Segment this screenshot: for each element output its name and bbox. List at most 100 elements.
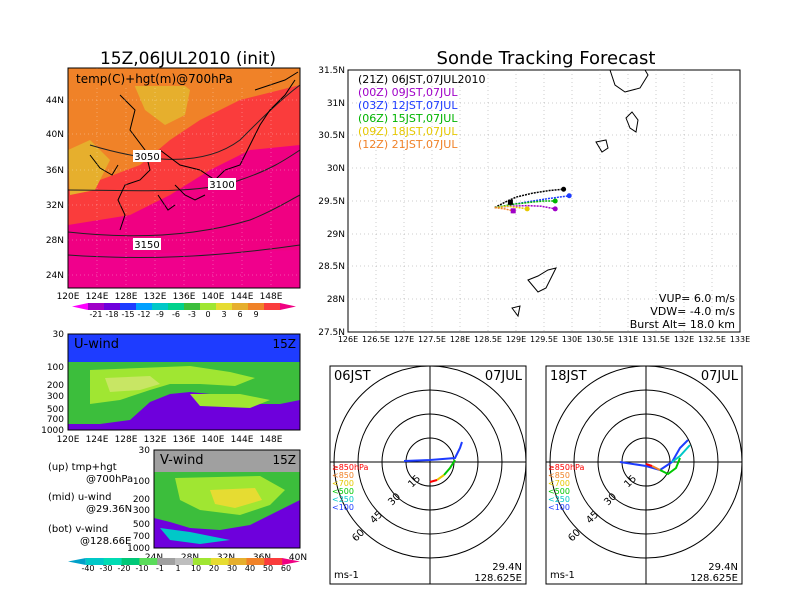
lon-tick: 120E [57, 292, 80, 302]
track-endpoint [552, 206, 558, 212]
lat-tick: 40N [46, 130, 64, 140]
track-line [494, 200, 556, 209]
note-line: (mid) u-wind [48, 492, 111, 503]
colorbar-tick: 3 [221, 310, 226, 319]
pressure-tick: 100 [47, 363, 64, 373]
pressure-legend-entry: <850 [332, 471, 354, 480]
hodograph-lat: 29.4N [708, 562, 738, 573]
u-wind-time: 15Z [273, 337, 297, 351]
colorbar-tick: 50 [263, 564, 273, 573]
lon-tick: 128E [115, 292, 138, 302]
lon-tick: 130E [562, 335, 582, 344]
lon-tick: 140E [202, 435, 225, 445]
pressure-legend-entry: <700 [332, 479, 354, 488]
colorbar-swatch [168, 303, 185, 310]
contour-label-3150: 3150 [134, 240, 159, 251]
lat-tick: 27.5N [318, 328, 345, 338]
track-legend: (21Z) 06JST,07JUL2010 (00Z) 09JST,07JUL … [358, 73, 485, 151]
temperature-colorbar [72, 303, 296, 310]
hodograph-unit: ms-1 [334, 570, 359, 581]
colorbar-tick: 0 [205, 310, 210, 319]
lon-tick: 120E [57, 435, 80, 445]
legend-entry: (09Z) 18JST,07JUL [358, 125, 458, 138]
lon-tick: 132E [144, 435, 167, 445]
legend-entry: (21Z) 06JST,07JUL2010 [358, 73, 485, 86]
colorbar-tick: -10 [135, 564, 148, 573]
track-endpoint [552, 198, 558, 204]
hodograph-date: 07JUL [485, 369, 523, 384]
pressure-tick: 200 [133, 495, 150, 505]
colorbar-swatch [248, 303, 265, 310]
track-series [494, 186, 572, 214]
track-line [494, 205, 528, 210]
v-wind-pressure-axis: 30 100 200 300 500 700 1000 [127, 446, 150, 554]
pressure-tick: 1000 [41, 426, 64, 436]
colorbar-swatch [175, 558, 194, 565]
colorbar-tick: 9 [253, 310, 258, 319]
pressure-legend-entry: ≥850hPa [548, 463, 585, 472]
lat-tick: 44N [46, 96, 64, 106]
contour-label-3050: 3050 [134, 152, 159, 163]
lon-tick: 132E [674, 335, 694, 344]
lat-tick: 29.5N [318, 197, 345, 207]
colorbar-tick: -20 [117, 564, 130, 573]
lon-tick: 140E [202, 292, 225, 302]
pressure-tick: 500 [47, 405, 64, 415]
pressure-legend: ≥850hPa <850 <700 <500 <250 <100 [332, 463, 369, 512]
lat-tick: 30N [327, 164, 345, 174]
colorbar-swatch [216, 303, 233, 310]
pressure-tick: 100 [133, 477, 150, 487]
hodograph-time: 18JST [550, 369, 587, 384]
colorbar-swatch [121, 558, 140, 565]
hodograph-18jst: 18JST 07JUL 15 30 45 60 ≥850hPa <850 <70… [545, 365, 743, 585]
temperature-map: temp(C)+hgt(m)@700hPa 3050 3100 3150 [67, 67, 301, 289]
legend-entry: (12Z) 21JST,07JUL [358, 138, 458, 151]
launch-marker [510, 208, 516, 214]
colorbar-tick: -15 [121, 310, 134, 319]
hodograph-lon: 128.625E [474, 573, 522, 584]
hodograph-lat: 29.4N [492, 562, 522, 573]
colorbar-tick: -3 [188, 310, 196, 319]
colorbar-swatch [232, 303, 249, 310]
track-endpoint [561, 186, 567, 192]
wind-colorbar-labels: -40 -30 -20 -10 -1 1 10 20 30 40 50 60 [81, 564, 291, 573]
track-lon-axis: 126E 126.5E 127E 127.5E 128E 128.5E 129E… [338, 335, 750, 344]
colorbar-tick: -9 [156, 310, 164, 319]
lon-tick: 127.5E [418, 335, 446, 344]
colorbar-swatch [192, 558, 212, 565]
lat-tick: 36N [46, 166, 64, 176]
colorbar-swatch [200, 303, 217, 310]
map-label: temp(C)+hgt(m)@700hPa [76, 72, 233, 86]
lon-tick: 126.5E [362, 335, 390, 344]
panel-notes: (up) tmp+hgt @700hPa (mid) u-wind @29.36… [48, 462, 133, 547]
u-wind-pressure-axis: 30 100 200 300 500 700 1000 [41, 330, 64, 436]
colorbar-swatch [210, 558, 229, 565]
colorbar-swatch [228, 558, 247, 565]
pressure-tick: 300 [133, 506, 150, 516]
wind-colorbar [68, 558, 300, 565]
colorbar-tick: -6 [172, 310, 180, 319]
lon-tick: 126E [338, 335, 358, 344]
colorbar-tick: 6 [237, 310, 242, 319]
track-endpoint [566, 193, 572, 199]
legend-entry: (06Z) 15JST,07JUL [358, 112, 458, 125]
pressure-legend-entry: <100 [332, 503, 354, 512]
lon-tick: 144E [231, 435, 254, 445]
track-endpoint [524, 206, 530, 212]
colorbar-swatch [280, 303, 296, 310]
pressure-legend-entry: <850 [548, 471, 570, 480]
colorbar-swatch [120, 303, 137, 310]
lon-tick: 144E [231, 292, 254, 302]
track-line [494, 188, 564, 209]
lon-tick: 133E [730, 335, 750, 344]
lon-tick: 136E [173, 435, 196, 445]
u-wind-label: U-wind [74, 337, 119, 352]
lon-tick: 131.5E [642, 335, 670, 344]
v-wind-label: V-wind [160, 453, 204, 468]
pressure-legend-entry: <500 [332, 487, 354, 496]
colorbar-swatch [72, 303, 88, 310]
u-wind-lon-axis: 120E 124E 128E 132E 136E 140E 144E 148E [57, 435, 283, 445]
pressure-tick: 1000 [127, 544, 150, 554]
colorbar-tick: 60 [281, 564, 291, 573]
